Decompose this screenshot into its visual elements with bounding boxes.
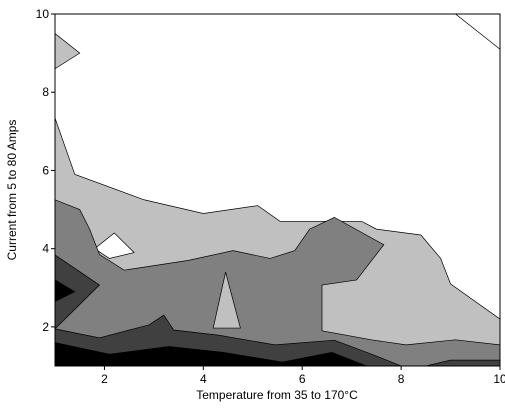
x-axis-label: Temperature from 35 to 170°C — [196, 388, 358, 402]
contour-region — [55, 279, 76, 302]
x-tick-label: 4 — [200, 372, 207, 386]
x-tick-label: 10 — [493, 372, 505, 386]
y-tick-label: 4 — [42, 242, 49, 256]
contour-region — [55, 33, 81, 70]
y-tick-label: 2 — [42, 320, 49, 334]
y-tick-label: 10 — [36, 7, 50, 21]
plot-area — [55, 14, 500, 366]
contour-region — [93, 232, 135, 259]
y-tick-label: 6 — [42, 163, 49, 177]
y-axis-label: Current from 5 to 80 Amps — [5, 120, 19, 261]
contour-region — [454, 14, 500, 50]
y-tick-label: 8 — [42, 85, 49, 99]
contour-region — [425, 359, 500, 366]
contour-region — [55, 254, 402, 366]
contour-region — [212, 272, 241, 329]
contour-region — [55, 342, 367, 366]
x-tick-label: 2 — [101, 372, 108, 386]
x-tick-label: 8 — [398, 372, 405, 386]
plot-frame — [54, 13, 501, 367]
x-tick-label: 6 — [299, 372, 306, 386]
